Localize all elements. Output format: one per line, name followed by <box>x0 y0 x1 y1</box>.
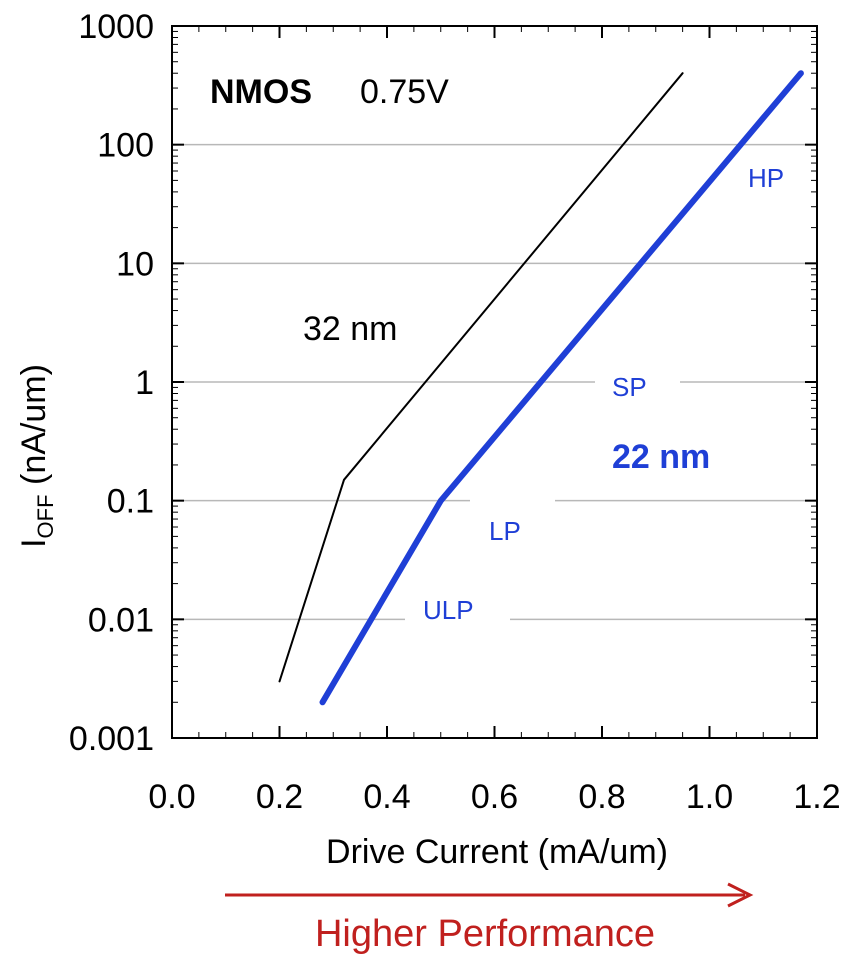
performance-arrow-head <box>727 882 754 908</box>
label-background-masks <box>405 365 680 634</box>
x-axis-ticks: 0.0 0.2 0.4 0.6 0.8 1.0 1.2 <box>148 26 841 816</box>
x-tick-label: 0.6 <box>471 778 518 816</box>
x-tick-label: 0.0 <box>148 778 195 816</box>
x-tick-label: 0.4 <box>363 778 410 816</box>
series-line-1 <box>319 70 804 706</box>
performance-arrow-label: Higher Performance <box>315 913 655 955</box>
y-tick-label: 0.1 <box>107 483 154 521</box>
annotation-ulp: ULP <box>423 595 474 625</box>
y-axis-title-unit: (nA/um) <box>15 364 53 494</box>
x-axis-title: Drive Current (mA/um) <box>326 833 668 871</box>
annotation-sp: SP <box>612 372 647 402</box>
x-tick-label: 1.0 <box>686 778 733 816</box>
y-tick-label: 0.01 <box>88 601 154 639</box>
label-mask <box>470 490 555 512</box>
series-line-0 <box>278 72 684 683</box>
y-axis-title: IOFF (nA/um) <box>15 364 58 548</box>
y-tick-label: 100 <box>97 127 154 165</box>
x-tick-label: 0.8 <box>578 778 625 816</box>
grid-lines <box>172 143 817 621</box>
device-label-voltage: 0.75V <box>360 73 449 111</box>
device-label-nmos: NMOS <box>210 73 312 111</box>
x-tick-label: 1.2 <box>793 778 840 816</box>
y-tick-label: 0.001 <box>69 720 154 758</box>
series-label-32nm: 32 nm <box>303 310 398 348</box>
y-tick-label: 10 <box>116 245 154 283</box>
y-axis-title-subscript: OFF <box>33 494 58 538</box>
label-mask <box>405 600 510 634</box>
y-axis-title-main: I <box>15 538 53 547</box>
y-axis-ticks: 0.001 0.01 0.1 1 10 100 1000 <box>69 8 817 758</box>
series-label-22nm: 22 nm <box>612 438 710 476</box>
annotation-hp: HP <box>748 163 784 193</box>
annotation-lp: LP <box>489 516 521 546</box>
y-tick-label: 1 <box>135 364 154 402</box>
x-tick-label: 0.2 <box>256 778 303 816</box>
series-lines <box>278 70 804 706</box>
label-mask <box>595 365 680 399</box>
y-tick-label: 1000 <box>78 8 154 46</box>
